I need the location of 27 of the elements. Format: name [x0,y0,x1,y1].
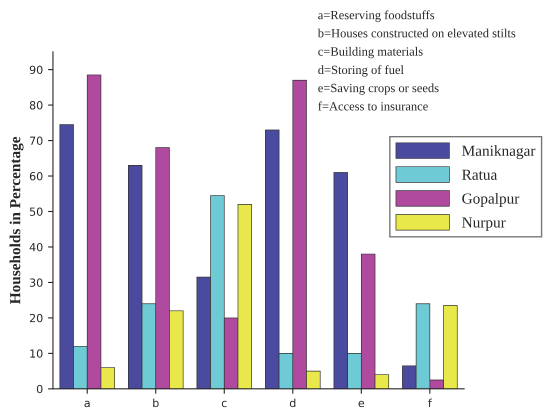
annotation: e=Saving crops or seeds [318,83,439,95]
y-tick-label: 40 [30,242,42,252]
legend-label: Ratua [462,170,498,180]
annotation: c=Building materials [318,46,423,58]
annotation: f=Access to insurance [318,102,428,110]
y-tick-label: 90 [30,66,42,74]
x-tick-label: e [358,400,364,408]
y-tick-label: 50 [30,207,42,216]
legend-label: Maniknagar [462,145,536,160]
y-tick-label: 30 [30,278,42,287]
x-tick-label: c [222,400,227,408]
legend-label: Gopalpur [462,192,520,207]
y-tick-label: 0 [36,384,42,394]
x-tick-label: f [428,398,432,408]
y-tick-label: 20 [30,314,42,322]
legend-label: Nurpur [462,217,506,231]
y-tick-label: 80 [30,101,42,110]
annotation: d=Storing of fuel [318,65,404,77]
y-tick-label: 10 [30,349,42,358]
x-tick-label: a [84,400,90,408]
x-tick-label: b [153,398,159,408]
y-tick-label: 60 [30,172,42,180]
y-tick-label: 70 [30,136,42,145]
x-tick-label: d [290,398,296,408]
text: b=Houses constructed on elevated stilts [318,28,516,38]
y-axis-title: Households in Percentage [10,136,24,304]
text: a=Reserving foodstuffs [318,10,434,22]
